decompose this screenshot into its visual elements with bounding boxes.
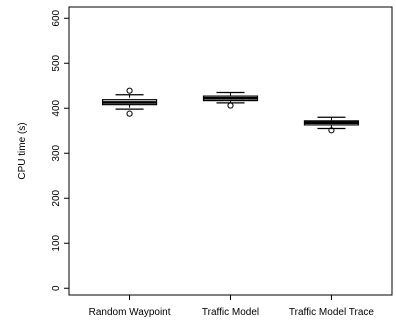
x-tick-label: Random Waypoint: [89, 307, 171, 318]
y-axis: 0 100 200 300 400 500 600: [51, 9, 70, 291]
y-tick-label: 300: [51, 144, 62, 161]
y-axis-title: CPU time (s): [17, 122, 28, 179]
boxes: [101, 87, 360, 134]
outlier-point: [126, 87, 133, 94]
outlier-point: [126, 110, 133, 117]
x-axis: Random Waypoint Traffic Model Traffic Mode…: [89, 294, 374, 318]
y-tick-label: 0: [51, 285, 62, 291]
plot-area: [68, 6, 393, 296]
y-tick-label: 200: [51, 189, 62, 206]
box-group: [202, 91, 259, 109]
y-tick-label: 100: [51, 234, 62, 251]
box-group: [303, 116, 360, 134]
y-tick-label: 400: [51, 99, 62, 116]
outlier-point: [328, 127, 335, 134]
outlier-point: [227, 102, 234, 109]
x-tick-label: Traffic Model Trace: [289, 307, 374, 318]
x-tick-label: Traffic Model: [202, 307, 259, 318]
y-tick-label: 600: [51, 9, 62, 26]
box-group: [101, 87, 158, 117]
y-tick-label: 500: [51, 54, 62, 71]
plot-frame: [68, 6, 393, 296]
